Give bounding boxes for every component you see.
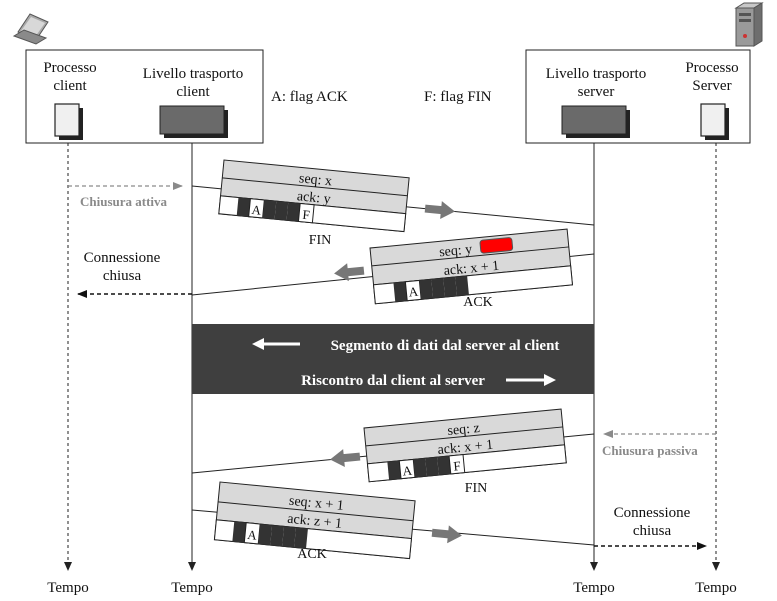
client-process-label-line1: Processo [43,60,96,76]
server-process-icon [700,103,729,140]
server-process-label-line1: Processo [685,60,738,76]
fin1-caption: FIN [309,233,332,248]
ack2-flag-a: A [247,527,258,543]
time-label-client-process: Tempo [47,580,88,596]
conn-closed-server-line2: chiusa [633,523,672,539]
fin1-flag-f: F [302,207,311,223]
fin2-direction-arrow [330,449,361,468]
fin1-seq: seq: x [298,171,332,189]
conn-closed-server-line1: Connessione [614,505,691,521]
ack2-ack: ack: z + 1 [287,512,343,532]
ack1-flag-a: A [408,284,419,300]
passive-close-label: Chiusura passiva [602,443,698,458]
active-close-label: Chiusura attiva [80,194,168,209]
laptop-icon [12,13,49,45]
fin2-flag-a: A [402,463,413,479]
fin2-caption: FIN [465,481,488,496]
fin2-segment: seq: z ack: x + 1 A F [363,408,567,483]
server-process-label-line2: Server [692,78,731,94]
band-right-arrow [506,374,556,386]
server-transport-label-line2: server [578,84,615,100]
conn-closed-client-line2: chiusa [103,268,142,284]
ack1-caption: ACK [463,295,493,310]
client-transport-label-line1: Livello trasporto [143,66,243,82]
client-transport-label-line2: client [176,84,210,100]
server-transport-icon [561,105,630,138]
client-transport-icon [159,105,228,138]
fin1-ack: ack: y [296,189,331,207]
band-line-2: Riscontro dal client al server [301,373,485,389]
server-transport-label-line1: Livello trasporto [546,66,646,82]
data-transfer-band [192,324,594,394]
time-label-client-transport: Tempo [171,580,212,596]
legend-fin-flag: F: flag FIN [424,89,492,105]
time-label-server-transport: Tempo [573,580,614,596]
legend-ack-flag: A: flag ACK [271,89,348,105]
client-process-label-line2: client [53,78,87,94]
band-line-1: Segmento di dati dal server al client [331,338,560,354]
ack1-segment: seq: y ack: x + 1 A [369,228,574,305]
fin2-flag-f: F [453,458,462,474]
client-process-icon [54,103,83,140]
fin1-flag-a: A [251,202,262,218]
ack1-seq: seq: y [439,242,473,260]
ack2-seq: seq: x + 1 [288,494,344,514]
ack2-direction-arrow [431,525,462,544]
server-tower-icon [734,2,764,47]
band-left-arrow [252,338,300,350]
ack2-caption: ACK [297,547,327,562]
ack2-segment: seq: x + 1 ack: z + 1 A [213,481,416,560]
fin2-seq: seq: z [447,421,481,439]
ack1-highlight-marker [479,237,514,254]
time-label-server-process: Tempo [695,580,736,596]
fin1-direction-arrow [424,201,455,220]
conn-closed-client-line1: Connessione [84,250,161,266]
ack1-direction-arrow [334,263,365,282]
fin1-segment: seq: x ack: y A F [218,159,410,233]
